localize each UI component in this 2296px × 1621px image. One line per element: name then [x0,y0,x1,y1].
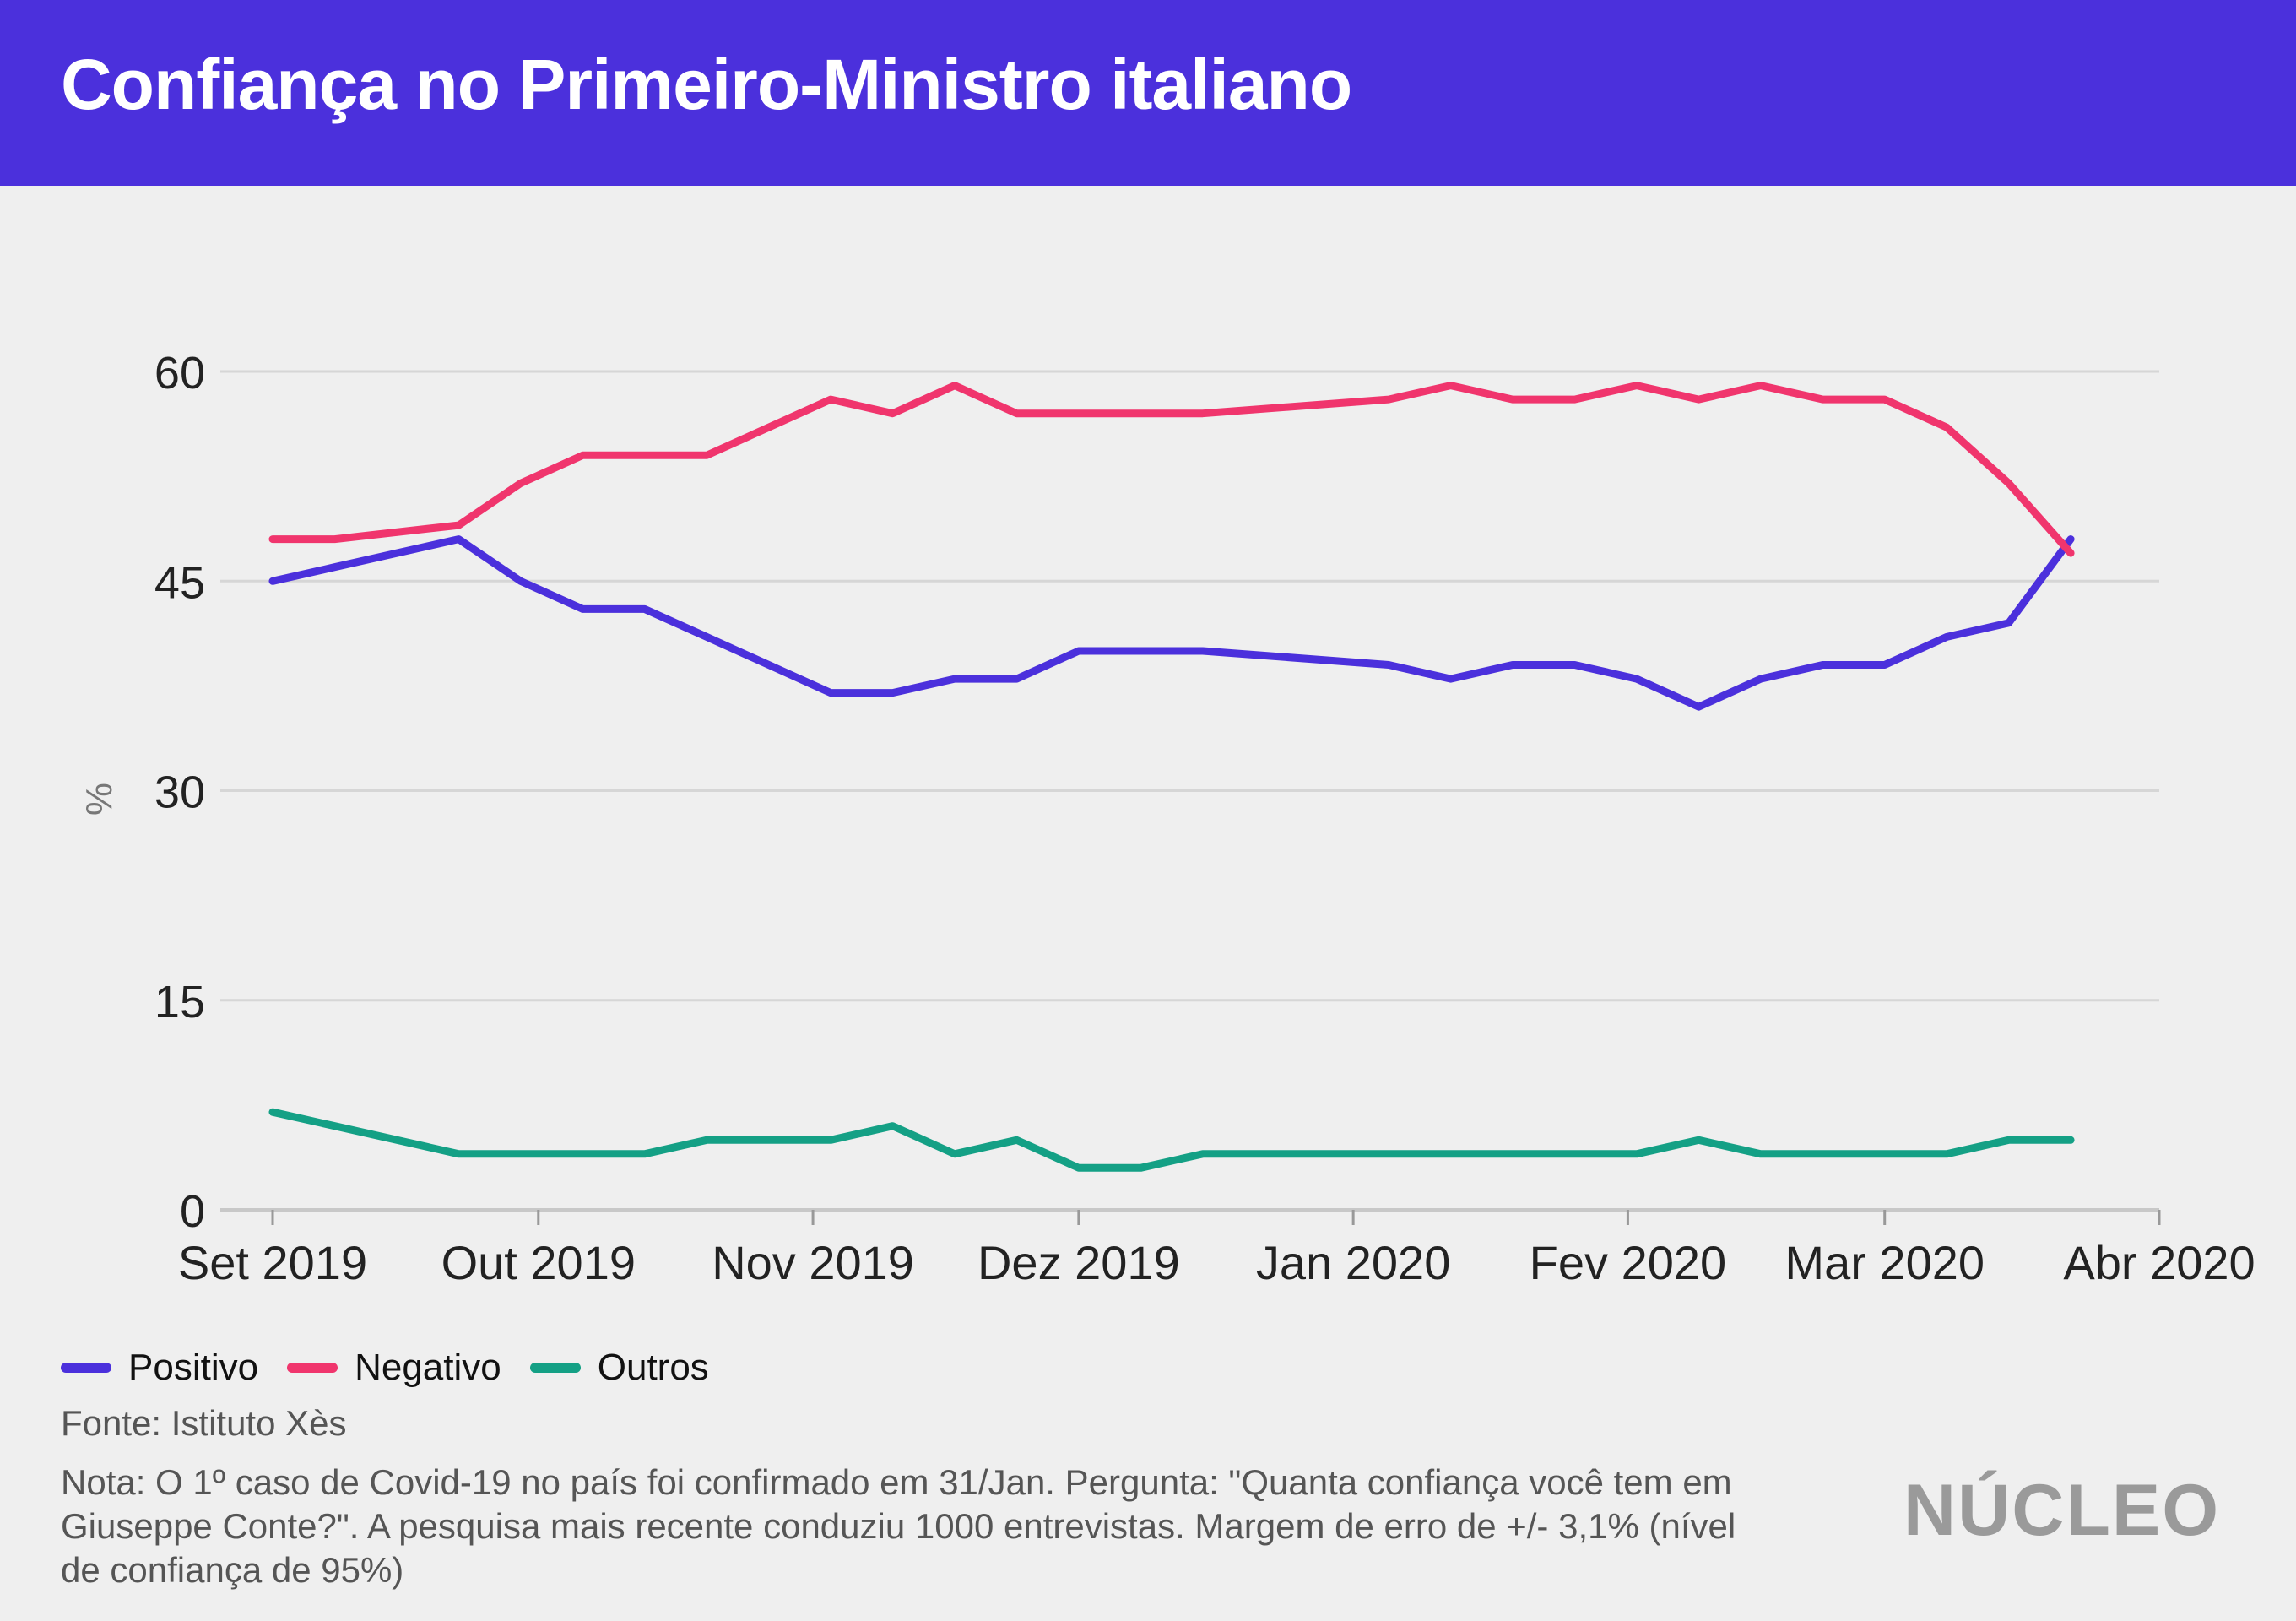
legend-item-positivo[interactable]: Positivo [61,1347,258,1389]
legend-swatch-negativo [287,1363,338,1373]
x-tick-label: Out 2019 [441,1236,636,1289]
x-tick-label: Abr 2020 [2063,1236,2255,1289]
x-tick-label: Nov 2019 [712,1236,914,1289]
series-line-outros [268,1108,2075,1172]
source-text: Fonte: Istituto Xès [61,1403,347,1443]
x-tick-label: Dez 2019 [977,1236,1180,1289]
y-tick-label: 45 [154,557,205,608]
legend-swatch-positivo [61,1363,111,1373]
legend-item-negativo[interactable]: Negativo [287,1347,501,1389]
line-chart: 0 15 30 45 60% Set 2019 Out 2019 Nov 2019 Dez 20… [79,348,2255,1289]
legend-label-positivo: Positivo [128,1347,259,1388]
legend-label-negativo: Negativo [355,1347,501,1388]
note-text: Nota: O 1º caso de Covid-19 no país foi … [61,1462,1736,1590]
x-tick-label: Mar 2020 [1784,1236,1985,1289]
y-tick-label: 60 [154,348,205,398]
y-tick-label: 15 [154,977,205,1027]
x-tick-label: Set 2019 [178,1236,367,1289]
x-tick-label: Fev 2020 [1530,1236,1727,1289]
series-line-positivo [268,535,2075,711]
legend-item-outros[interactable]: Outros [529,1347,709,1389]
x-tick-label: Jan 2020 [1256,1236,1450,1289]
header-bar: Confiança no Primeiro-Ministro italiano [0,0,2296,186]
nucleo-logo: NÚCLEO [1903,1470,2221,1551]
y-axis-label: % [79,783,120,816]
y-tick-label: 0 [180,1186,205,1237]
series-line-negativo [268,382,2075,557]
chart-title: Confiança no Primeiro-Ministro italiano [61,45,1352,124]
legend-swatch-outros [529,1363,581,1373]
legend-label-outros: Outros [597,1347,709,1388]
legend: Positivo Negativo Outros [61,1342,738,1393]
y-tick-label: 30 [154,767,205,818]
